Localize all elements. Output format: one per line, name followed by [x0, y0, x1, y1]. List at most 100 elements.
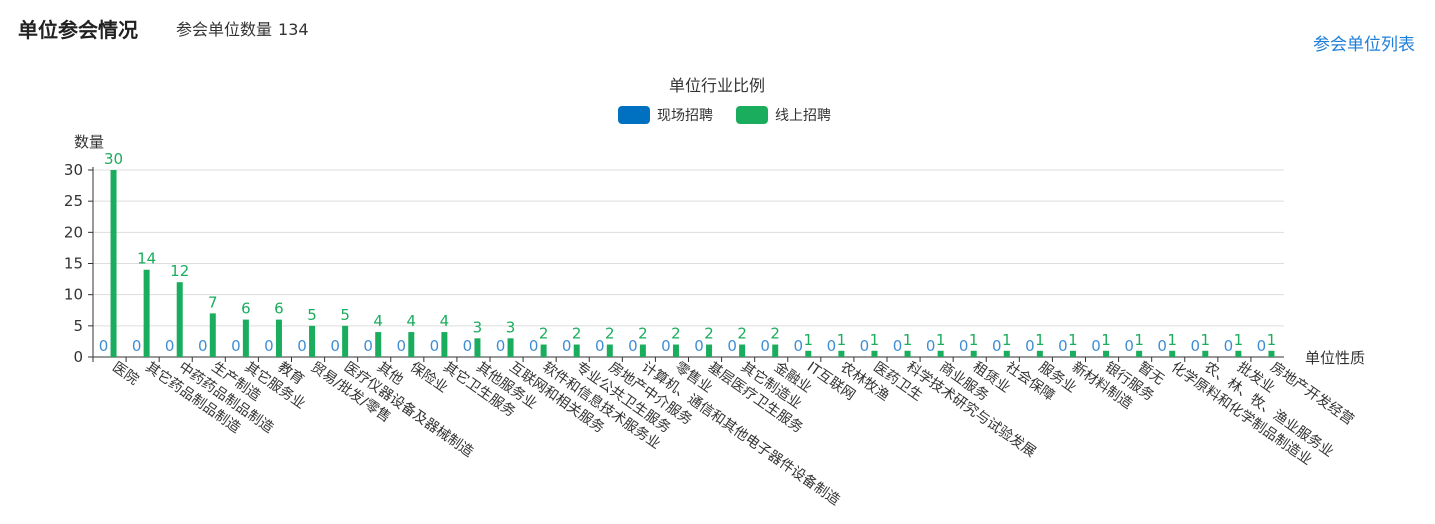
y-tick-label: 0: [73, 348, 83, 366]
data-label-onsite: 0: [330, 337, 340, 355]
data-label-online: 14: [137, 250, 156, 268]
data-label-onsite: 0: [198, 337, 208, 355]
bar-online: [937, 350, 944, 357]
data-label-online: 3: [506, 318, 516, 336]
data-label-online: 2: [638, 325, 648, 343]
chart-legend[interactable]: 现场招聘 线上招聘: [618, 106, 831, 124]
data-label-onsite: 0: [1091, 337, 1101, 355]
data-label-online: 1: [804, 331, 814, 349]
y-tick-label: 15: [64, 255, 83, 273]
data-label-online: 3: [473, 318, 483, 336]
bar-online: [275, 319, 282, 357]
data-label-online: 2: [671, 325, 681, 343]
data-label-online: 2: [539, 325, 549, 343]
data-label-online: 1: [1068, 331, 1078, 349]
bar-online: [375, 332, 382, 357]
data-label-online: 2: [605, 325, 615, 343]
bar-online: [706, 344, 713, 357]
data-label-online: 6: [274, 300, 284, 318]
legend-label[interactable]: 线上招聘: [775, 108, 831, 124]
data-label-online: 5: [340, 306, 350, 324]
chart-grid: [93, 169, 1284, 327]
bar-online: [408, 332, 415, 357]
y-tick-label: 10: [64, 286, 83, 304]
y-tick-label: 30: [64, 161, 83, 179]
data-label-onsite: 0: [529, 337, 539, 355]
data-label-onsite: 0: [827, 337, 837, 355]
bar-online: [1036, 350, 1043, 357]
data-labels: 0300140120706060505040404030302020202020…: [99, 150, 1276, 355]
legend-swatch[interactable]: [736, 106, 768, 124]
data-label-online: 1: [1234, 331, 1244, 349]
data-label-onsite: 0: [231, 337, 241, 355]
data-label-onsite: 0: [893, 337, 903, 355]
data-label-online: 5: [307, 306, 317, 324]
bar-online: [904, 350, 911, 357]
bar-online: [970, 350, 977, 357]
bar-online: [838, 350, 845, 357]
data-label-online: 2: [737, 325, 747, 343]
data-label-online: 1: [1267, 331, 1277, 349]
data-label-online: 12: [170, 262, 189, 280]
data-label-online: 4: [440, 312, 450, 330]
legend-swatch[interactable]: [618, 106, 650, 124]
data-label-onsite: 0: [1124, 337, 1134, 355]
bar-online: [1103, 350, 1110, 357]
data-label-onsite: 0: [264, 337, 274, 355]
data-label-online: 2: [572, 325, 582, 343]
data-label-online: 1: [1101, 331, 1111, 349]
data-label-onsite: 0: [727, 337, 737, 355]
data-label-onsite: 0: [562, 337, 572, 355]
y-tick-label: 5: [73, 317, 83, 335]
data-label-online: 1: [1201, 331, 1211, 349]
bar-online: [1235, 350, 1242, 357]
bar-online: [1268, 350, 1275, 357]
bar-online: [1136, 350, 1143, 357]
y-tick-label: 25: [64, 192, 83, 210]
data-label-online: 30: [104, 150, 123, 168]
data-label-online: 7: [208, 293, 218, 311]
bar-online: [1169, 350, 1176, 357]
data-label-onsite: 0: [496, 337, 506, 355]
data-label-online: 4: [407, 312, 417, 330]
legend-label[interactable]: 现场招聘: [657, 108, 713, 124]
data-label-onsite: 0: [1025, 337, 1035, 355]
chart-title: 单位行业比例: [669, 76, 765, 95]
bar-online: [606, 344, 613, 357]
data-label-onsite: 0: [1157, 337, 1167, 355]
bar-online: [540, 344, 547, 357]
data-label-onsite: 0: [397, 337, 407, 355]
data-label-onsite: 0: [165, 337, 175, 355]
data-label-online: 1: [1134, 331, 1144, 349]
data-label-online: 1: [903, 331, 913, 349]
participant-count: 参会单位数量 134: [176, 16, 309, 40]
data-label-onsite: 0: [363, 337, 373, 355]
data-label-onsite: 0: [628, 337, 638, 355]
x-tick-label: 保险业: [407, 359, 451, 396]
bar-online: [143, 269, 150, 357]
bar-online: [573, 344, 580, 357]
data-label-online: 2: [704, 325, 714, 343]
data-label-online: 1: [969, 331, 979, 349]
data-label-online: 1: [1167, 331, 1177, 349]
data-label-online: 6: [241, 300, 251, 318]
data-label-online: 1: [1002, 331, 1012, 349]
bar-online: [441, 332, 448, 357]
participant-list-link[interactable]: 参会单位列表: [1313, 35, 1415, 55]
data-label-onsite: 0: [1224, 337, 1234, 355]
data-label-onsite: 0: [132, 337, 142, 355]
data-label-onsite: 0: [430, 337, 440, 355]
data-label-onsite: 0: [926, 337, 936, 355]
data-label-onsite: 0: [297, 337, 307, 355]
bar-online: [209, 313, 216, 357]
bar-online: [672, 344, 679, 357]
bar-online: [1003, 350, 1010, 357]
bar-online: [805, 350, 812, 357]
y-axis-title: 数量: [74, 133, 104, 151]
data-label-onsite: 0: [99, 337, 109, 355]
data-label-onsite: 0: [1058, 337, 1068, 355]
bar-online: [474, 338, 481, 357]
data-label-onsite: 0: [661, 337, 671, 355]
